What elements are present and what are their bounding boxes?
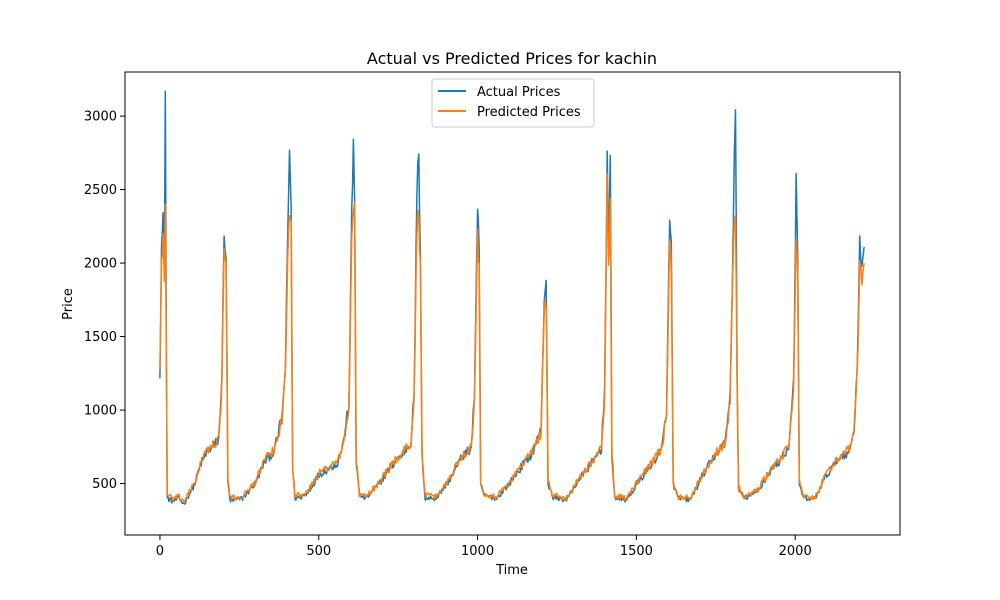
y-tick-label: 1000 <box>84 404 117 419</box>
x-tick-label: 2000 <box>779 544 812 559</box>
x-tick-label: 0 <box>156 544 164 559</box>
x-axis-ticks: 0 500 1000 1500 2000 <box>156 535 812 559</box>
x-tick-label: 1000 <box>461 544 494 559</box>
legend: Actual Prices Predicted Prices <box>431 78 595 128</box>
plot-area: 0 500 1000 1500 2000 500 1000 1500 2000 2500 3000 <box>84 71 901 559</box>
y-axis-label: Price <box>61 288 76 320</box>
y-axis-ticks: 500 1000 1500 2000 2500 3000 <box>84 110 125 492</box>
x-tick-label: 500 <box>306 544 331 559</box>
legend-box <box>431 78 595 128</box>
series-line-predicted <box>159 172 865 503</box>
y-tick-label: 2500 <box>84 183 117 198</box>
plot-frame <box>124 71 901 536</box>
y-tick-label: 1500 <box>84 330 117 345</box>
chart-title: Actual vs Predicted Prices for kachin <box>367 49 657 68</box>
y-tick-label: 2000 <box>84 257 117 272</box>
x-axis-label: Time <box>495 563 528 578</box>
y-tick-label: 500 <box>92 477 117 492</box>
series-layer <box>159 90 865 505</box>
x-tick-label: 1500 <box>620 544 653 559</box>
legend-label-actual: Actual Prices <box>477 85 561 100</box>
legend-label-predicted: Predicted Prices <box>477 105 581 120</box>
y-tick-label: 3000 <box>84 110 117 125</box>
